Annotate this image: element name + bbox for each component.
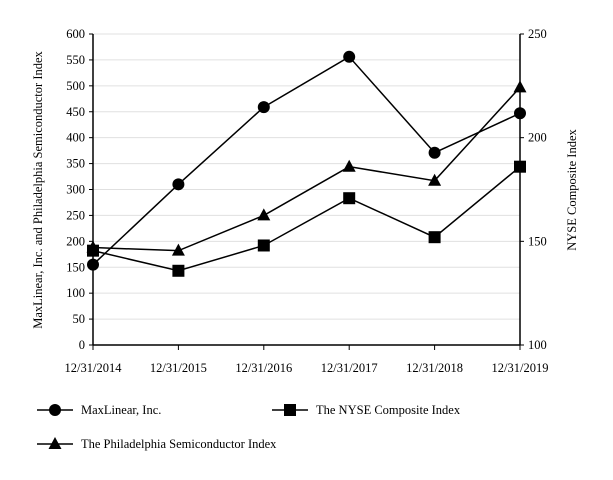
series [86,50,527,277]
legend-item: MaxLinear, Inc. [37,403,161,417]
series-line [92,166,521,272]
series-line [92,55,521,266]
legend-item: The Philadelphia Semiconductor Index [37,437,277,451]
y-left-tick-label: 450 [66,105,85,119]
triangle-point [86,240,100,253]
y-left-tick-label: 300 [66,183,85,197]
circle-point [514,107,526,120]
x-tick-label: 12/31/2015 [150,361,207,375]
x-tick-label: 12/31/2014 [65,361,123,375]
legend-item: The NYSE Composite Index [272,403,461,417]
y-right-tick-label: 150 [528,234,547,248]
y-left-tick-label: 600 [66,27,85,41]
y-right-tick-label: 200 [528,131,547,145]
legend-label: The NYSE Composite Index [316,403,461,417]
legend-label: MaxLinear, Inc. [81,403,161,417]
x-tick-label: 12/31/2016 [235,361,292,375]
y-left-tick-label: 200 [66,234,85,248]
triangle-point [428,173,442,186]
square-point [343,192,356,205]
grid [93,33,520,320]
legend-circle-icon [49,404,61,416]
axes: 0 50 100 150 200 250 300 350 400 450 500 550 600 100 1… [65,27,549,375]
series-line [92,86,521,252]
series-0 [87,50,526,271]
series-1 [87,160,526,277]
square-point [514,160,526,173]
circle-point [428,146,441,159]
legend-triangle-icon [48,437,62,449]
legend-label: The Philadelphia Semiconductor Index [81,437,277,451]
y-left-tick-label: 550 [66,53,85,67]
y-left-tick-label: 150 [66,260,85,274]
triangle-point [257,208,271,221]
y-right-tick-label: 250 [528,27,547,41]
y-left-tick-label: 500 [66,79,85,93]
y-left-tick-label: 400 [66,131,85,145]
circle-point [172,178,185,191]
circle-point [343,50,356,63]
circle-point [87,258,99,271]
triangle-point [342,159,356,172]
x-tick-label: 12/31/2019 [492,361,549,375]
square-point [257,239,270,252]
x-tick-label: 12/31/2018 [406,361,463,375]
y-left-tick-label: 100 [66,286,85,300]
square-point [428,231,441,244]
y-left-tick-label: 350 [66,157,85,171]
circle-point [257,101,270,114]
y-left-label: MaxLinear, Inc. and Philadelphia Semicon… [31,50,45,328]
triangle-point [513,80,527,93]
y-right-label: NYSE Composite Index [565,128,579,250]
y-left-tick-label: 0 [79,338,85,352]
triangle-point [171,243,185,256]
y-left-tick-label: 50 [73,312,86,326]
y-left-tick-label: 250 [66,208,85,222]
legend-square-icon [284,404,296,416]
y-right-tick-label: 100 [528,338,547,352]
legend: MaxLinear, Inc. The NYSE Composite Index T… [37,403,461,451]
square-point [172,264,185,277]
x-tick-label: 12/31/2017 [321,361,378,375]
series-2 [86,80,527,256]
